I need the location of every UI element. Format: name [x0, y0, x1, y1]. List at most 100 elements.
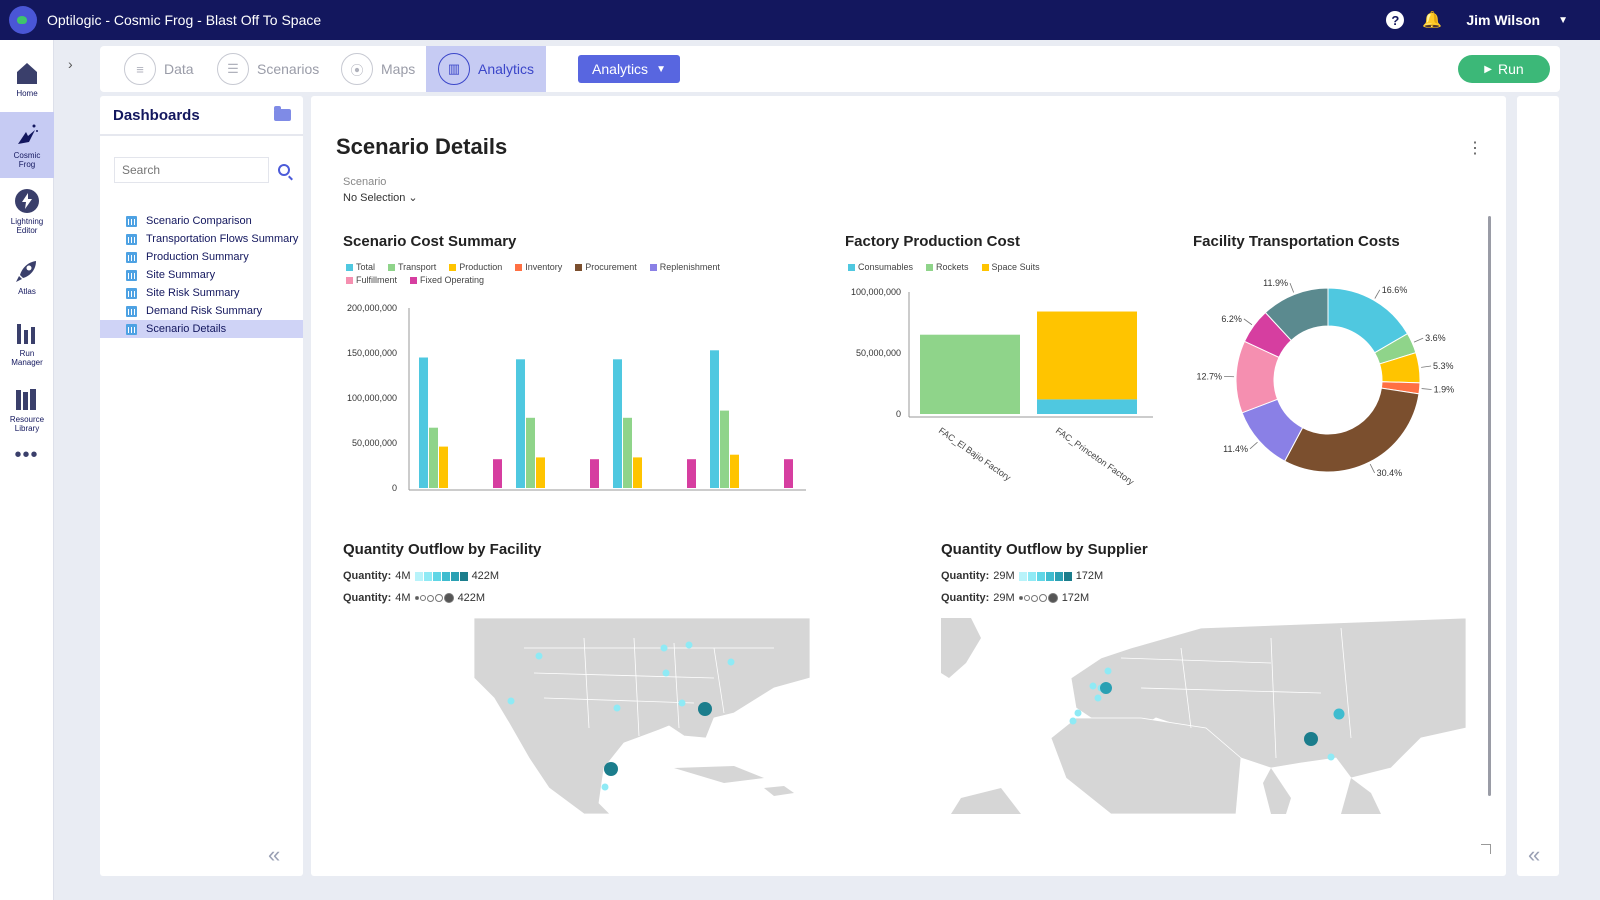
expand-nav-icon[interactable]: › [68, 56, 73, 72]
facility-color-legend: Quantity: 4M 422M [343, 570, 499, 582]
nav-cosmic-frog[interactable]: Cosmic Frog [0, 112, 54, 178]
chart-icon [126, 305, 137, 317]
supplier-point[interactable] [1089, 682, 1097, 690]
user-menu[interactable]: Jim Wilson ▼ [1460, 12, 1568, 28]
slice-leader [1421, 365, 1432, 368]
left-nav: Home Cosmic Frog Lightning Editor Atlas … [0, 40, 54, 900]
nav-home[interactable]: Home [0, 46, 54, 112]
qty-label: Quantity: [941, 570, 990, 582]
chart-icon [126, 215, 137, 227]
facility-point[interactable] [507, 697, 515, 705]
supplier-point[interactable] [1074, 709, 1082, 717]
facility-point[interactable] [601, 783, 609, 791]
slice-label: 6.2% [1221, 314, 1242, 324]
facility-point[interactable] [660, 644, 668, 652]
facility-map-title: Quantity Outflow by Facility [343, 541, 542, 558]
supplier-point[interactable] [1104, 667, 1112, 675]
slice-label: 11.4% [1223, 444, 1248, 454]
app-logo-icon[interactable] [9, 6, 37, 34]
analytics-dropdown[interactable]: Analytics ▼ [578, 55, 680, 83]
expand-icon[interactable] [1481, 844, 1491, 854]
collapse-right-panel-icon[interactable]: « [1528, 842, 1541, 867]
y-tick-label: 50,000,000 [352, 438, 397, 448]
kebab-menu-icon[interactable]: ⋮ [1467, 140, 1483, 157]
supplier-map[interactable] [941, 618, 1466, 814]
facility-point[interactable] [727, 658, 735, 666]
tab-data[interactable]: ≡ Data [124, 46, 194, 92]
qty-label: Quantity: [343, 592, 392, 604]
dashboard-item-selected[interactable]: Scenario Details [100, 320, 303, 338]
supplier-point[interactable] [1069, 717, 1077, 725]
qty-min: 4M [395, 570, 411, 582]
facility-point[interactable] [678, 699, 686, 707]
bar-consumables [1037, 399, 1137, 414]
supplier-point[interactable] [1100, 682, 1112, 694]
chart-icon [126, 323, 137, 335]
facility-point[interactable] [685, 641, 693, 649]
nav-run-manager[interactable]: Run Manager [0, 310, 54, 376]
database-icon: ≡ [124, 53, 156, 85]
y-tick-label: 100,000,000 [851, 287, 901, 297]
facility-point[interactable] [535, 652, 543, 660]
scenario-filter-select[interactable]: No Selection ⌄ [343, 192, 418, 204]
color-scale [414, 571, 468, 581]
slice-label: 11.9% [1263, 278, 1288, 288]
nav-lightning-editor[interactable]: Lightning Editor [0, 178, 54, 244]
dashboard-item-label: Demand Risk Summary [146, 305, 263, 317]
qty-min: 4M [395, 592, 411, 604]
bar-fixed-operating [590, 459, 599, 488]
qty-max: 172M [1075, 570, 1104, 582]
run-button-label: Run [1498, 61, 1524, 77]
bar-production [439, 446, 448, 488]
tab-maps[interactable]: ⦿ Maps [341, 46, 415, 92]
bar-total [516, 359, 525, 488]
scrollbar[interactable] [1488, 216, 1491, 796]
home-icon [14, 60, 40, 86]
slice-label: 16.6% [1382, 285, 1408, 295]
supplier-point[interactable] [1327, 753, 1335, 761]
more-icon[interactable]: ••• [14, 444, 39, 466]
supplier-point[interactable] [1094, 694, 1102, 702]
size-scale [1018, 593, 1058, 603]
facility-point[interactable] [613, 704, 621, 712]
help-icon[interactable]: ? [1386, 11, 1405, 29]
dashboard-item-label: Scenario Comparison [146, 215, 252, 227]
y-tick-label: 150,000,000 [347, 348, 397, 358]
dashboard-item[interactable]: Scenario Comparison [100, 212, 303, 230]
bar-rockets [920, 334, 1020, 414]
lightning-icon [14, 188, 40, 214]
collapse-panel-icon[interactable]: « [268, 842, 281, 867]
bar-total [419, 357, 428, 488]
dashboard-item[interactable]: Transportation Flows Summary [100, 230, 303, 248]
tab-scenarios[interactable]: ☰ Scenarios [217, 46, 319, 92]
slice-leader [1289, 283, 1295, 293]
search-icon[interactable] [278, 164, 290, 176]
dashboard-search-input[interactable] [114, 157, 269, 183]
dashboard-item[interactable]: Site Summary [100, 266, 303, 284]
chart-icon [126, 251, 137, 263]
supplier-size-legend: Quantity: 29M 172M [941, 592, 1089, 604]
y-tick-label: 200,000,000 [347, 303, 397, 313]
notification-bell-icon[interactable]: 🔔 [1422, 12, 1443, 29]
dashboard-item[interactable]: Demand Risk Summary [100, 302, 303, 320]
analytics-dropdown-label: Analytics [592, 61, 649, 77]
facility-point[interactable] [662, 669, 670, 677]
facility-point[interactable] [604, 762, 618, 776]
analytics-icon: ▥ [438, 53, 470, 85]
dashboard-list: Scenario Comparison Transportation Flows… [100, 212, 303, 338]
nav-home-label: Home [16, 89, 38, 98]
supplier-map-title: Quantity Outflow by Supplier [941, 541, 1148, 558]
folder-icon[interactable] [274, 106, 291, 121]
nav-resource-library[interactable]: Resource Library [0, 376, 54, 442]
facility-map[interactable] [474, 618, 810, 814]
dashboard-item[interactable]: Site Risk Summary [100, 284, 303, 302]
supplier-point[interactable] [1333, 708, 1345, 720]
nav-atlas-label: Atlas [18, 287, 36, 296]
run-button[interactable]: ▶ Run [1458, 55, 1550, 83]
legend-label: Inventory [525, 262, 563, 272]
dashboard-item[interactable]: Production Summary [100, 248, 303, 266]
supplier-point[interactable] [1304, 732, 1318, 746]
tab-analytics[interactable]: ▥ Analytics [426, 46, 546, 92]
facility-point[interactable] [698, 702, 712, 716]
nav-atlas[interactable]: Atlas [0, 244, 54, 310]
